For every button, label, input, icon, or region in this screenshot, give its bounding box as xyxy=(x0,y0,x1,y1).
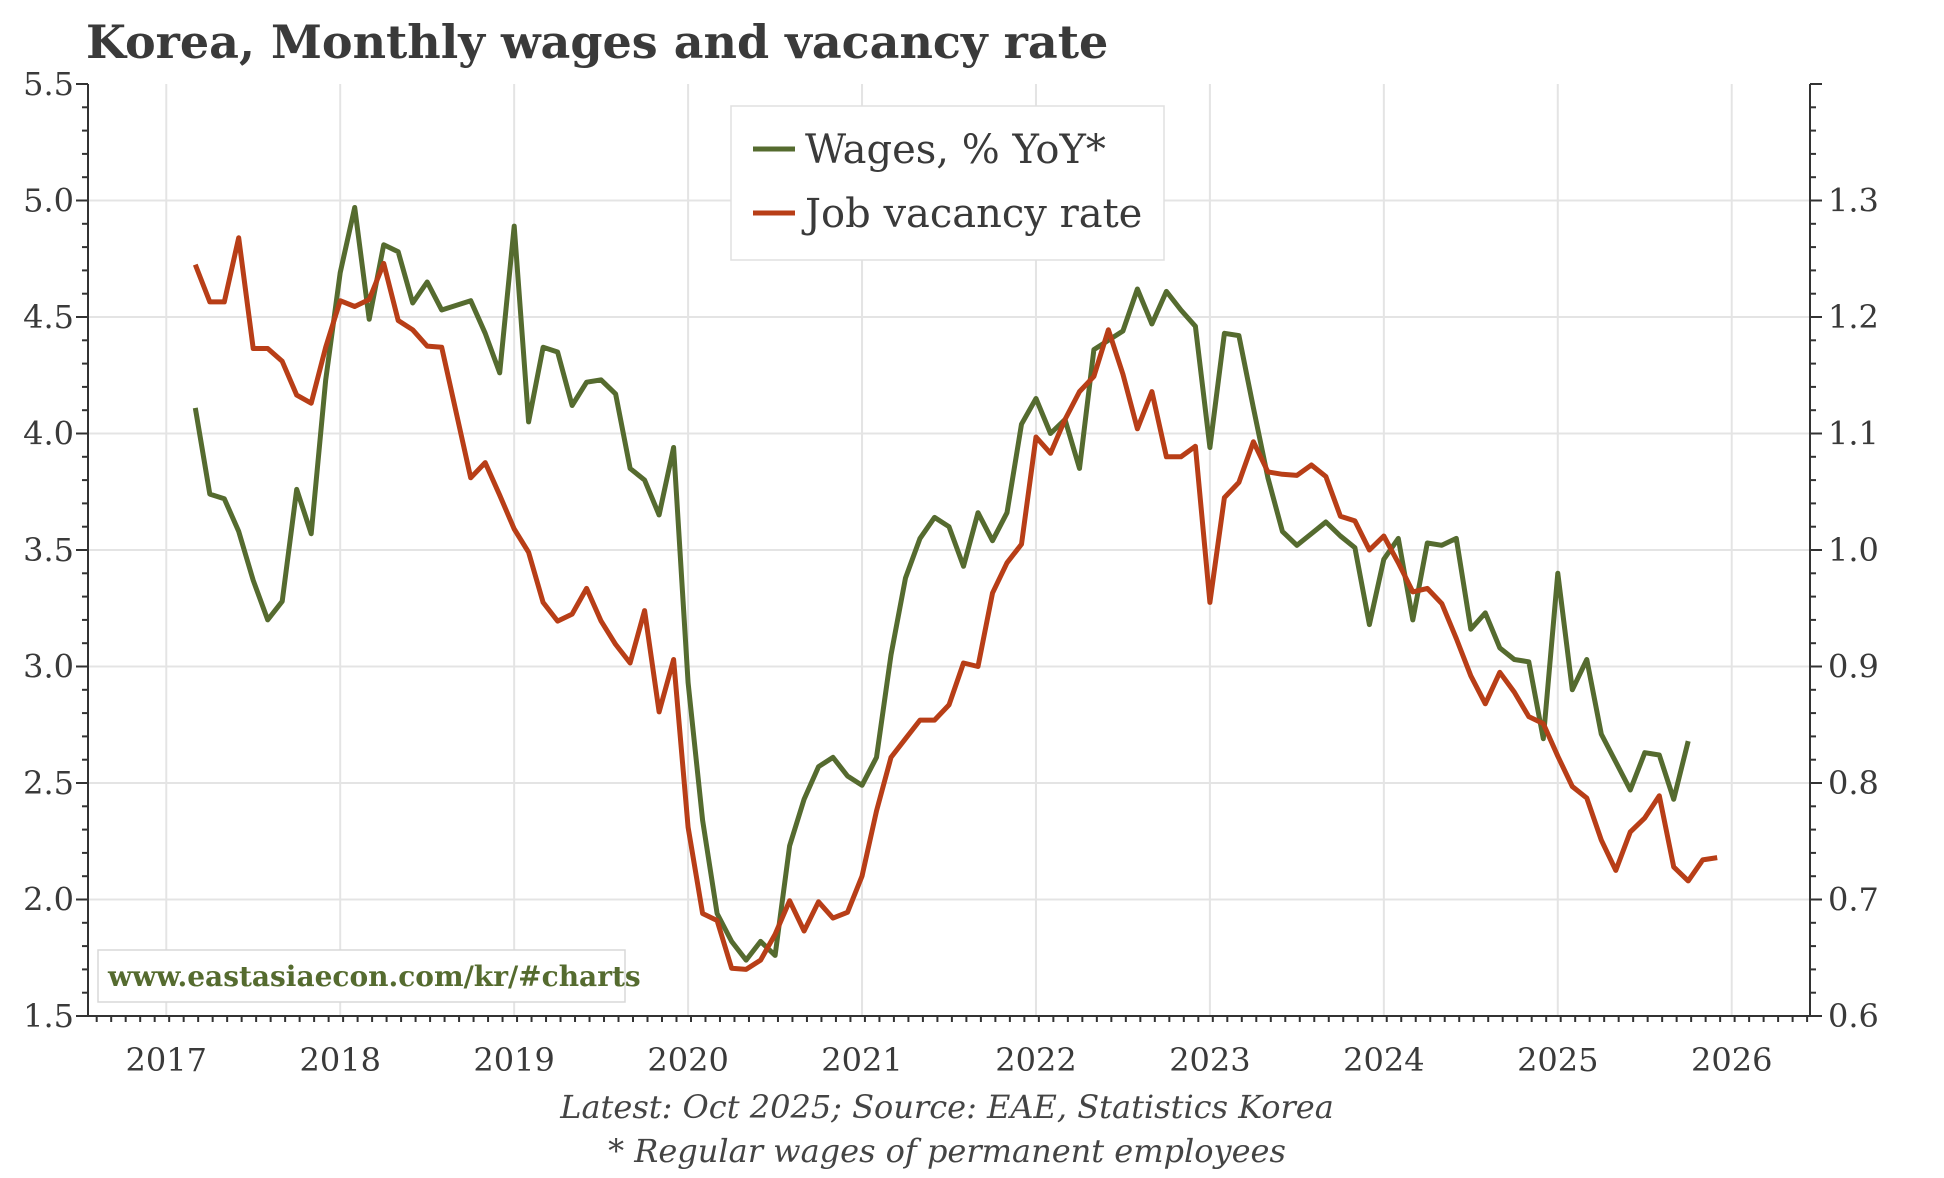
x-tick-label: 2023 xyxy=(1169,1041,1250,1079)
y-left-tick-label: 4.0 xyxy=(23,415,74,453)
y-left-tick-label: 2.5 xyxy=(23,764,74,802)
y-left-tick-label: 1.5 xyxy=(23,997,74,1035)
y-left-tick-label: 5.0 xyxy=(23,182,74,220)
watermark-box xyxy=(97,949,626,1003)
y-right-tick-label: 0.7 xyxy=(1828,881,1879,919)
y-left-tick-label: 4.5 xyxy=(23,298,74,336)
y-left-tick-label: 3.5 xyxy=(23,531,74,569)
y-right-tick-label: 1.2 xyxy=(1828,298,1879,336)
watermark-text: www.eastasiaecon.com/kr/#charts xyxy=(107,960,641,993)
footnote-source: Latest: Oct 2025; Source: EAE, Statistic… xyxy=(559,1088,1334,1126)
x-tick-label: 2019 xyxy=(473,1041,554,1079)
legend: Wages, % YoY* Job vacancy rate xyxy=(730,105,1165,261)
series-lines xyxy=(192,205,1718,972)
legend-box xyxy=(730,105,1165,261)
series-line-vacancy xyxy=(192,235,1718,972)
x-tick-label: 2020 xyxy=(647,1041,728,1079)
series-line-wages xyxy=(192,205,1691,963)
y-right-tick-label: 1.0 xyxy=(1828,531,1879,569)
axes: 1.5 2.0 2.5 3.0 3.5 4.0 4.5 5.0 5.5 0.6 0.7 0.8 0.9 1… xyxy=(23,65,1879,1079)
y-right-tick-label: 0.6 xyxy=(1828,997,1879,1035)
source-watermark: www.eastasiaecon.com/kr/#charts xyxy=(97,949,641,1003)
y-right-tick-label: 1.3 xyxy=(1828,182,1879,220)
x-tick-label: 2022 xyxy=(995,1041,1076,1079)
y-left-tick-label: 5.5 xyxy=(23,65,74,103)
footnote-wages-definition: * Regular wages of permanent employees xyxy=(608,1132,1286,1170)
legend-label-wages: Wages, % YoY* xyxy=(805,127,1106,173)
x-tick-label: 2021 xyxy=(821,1041,902,1079)
x-tick-label: 2025 xyxy=(1517,1041,1598,1079)
y-left-tick-label: 2.0 xyxy=(23,881,74,919)
y-left-tick-label: 3.0 xyxy=(23,648,74,686)
y-right-tick-label: 1.1 xyxy=(1828,415,1879,453)
y-right-tick-label: 0.9 xyxy=(1828,648,1879,686)
x-tick-label: 2026 xyxy=(1691,1041,1772,1079)
y-right-tick-label: 0.8 xyxy=(1828,764,1879,802)
x-tick-label: 2017 xyxy=(126,1041,207,1079)
x-tick-label: 2018 xyxy=(299,1041,380,1079)
x-tick-label: 2024 xyxy=(1343,1041,1424,1079)
legend-label-vacancy: Job vacancy rate xyxy=(801,191,1142,237)
chart-title: Korea, Monthly wages and vacancy rate xyxy=(86,15,1108,69)
